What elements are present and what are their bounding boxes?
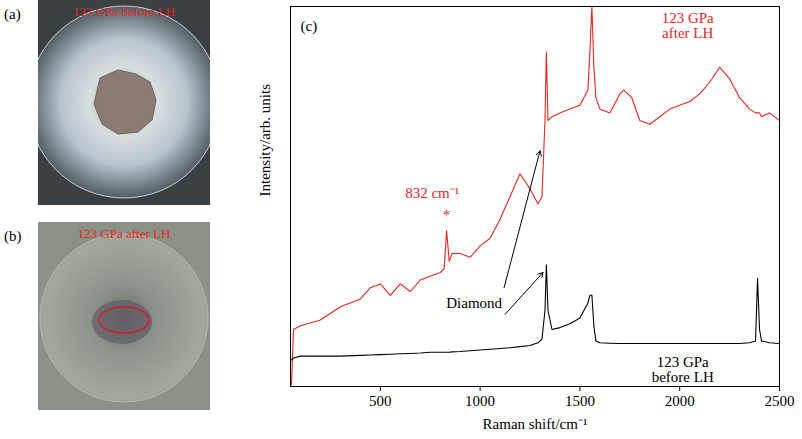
svg-text:123 GPabefore LH: 123 GPabefore LH (652, 354, 714, 385)
html-text:(b): (b) (4, 228, 22, 244)
svg-text:123 GPa after LH: 123 GPa after LH (78, 226, 171, 241)
svg-text:2000: 2000 (665, 393, 695, 409)
svg-text:1000: 1000 (465, 393, 495, 409)
svg-text:123 GPaafter LH: 123 GPaafter LH (662, 10, 714, 41)
svg-text:Intensity/arb. units: Intensity/arb. units (257, 84, 273, 197)
svg-text:*: * (443, 207, 451, 223)
svg-text:Raman shift/cm⁻¹: Raman shift/cm⁻¹ (483, 416, 588, 432)
svg-text:832 cm⁻¹: 832 cm⁻¹ (405, 185, 459, 201)
svg-text:(c): (c) (301, 18, 318, 35)
svg-text:2500: 2500 (765, 393, 795, 409)
svg-text:123 GPa before LH: 123 GPa before LH (73, 4, 175, 19)
html-text:(a): (a) (4, 6, 21, 22)
svg-text:Diamond: Diamond (446, 295, 502, 311)
svg-text:500: 500 (369, 393, 392, 409)
svg-text:1500: 1500 (565, 393, 595, 409)
